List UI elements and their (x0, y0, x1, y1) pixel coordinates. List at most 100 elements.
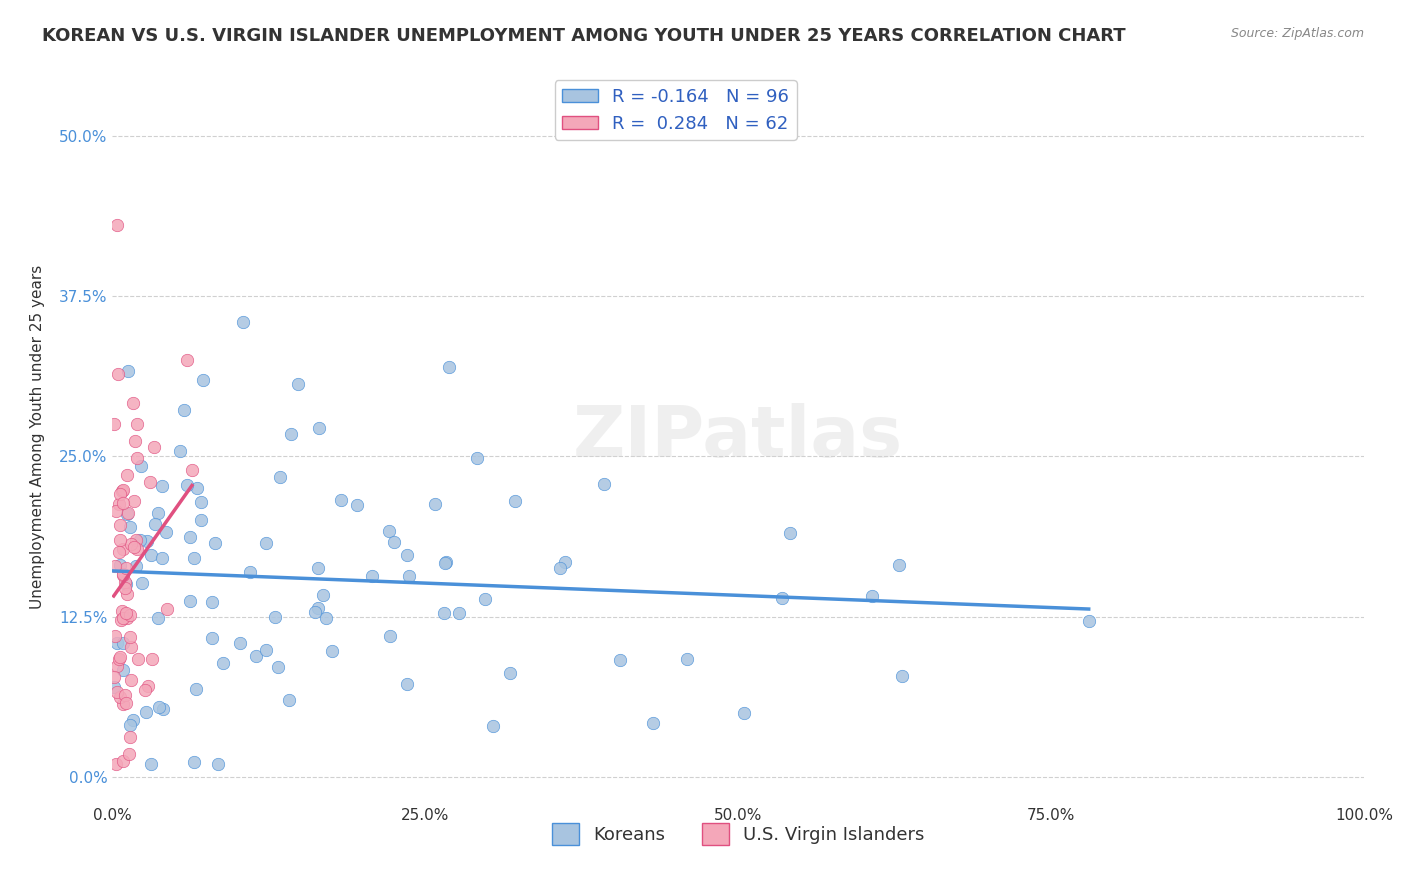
Text: Source: ZipAtlas.com: Source: ZipAtlas.com (1230, 27, 1364, 40)
Point (190, 495, 212, 509)
Point (118, 718, 141, 732)
Point (239, 565, 262, 579)
Point (155, 525, 177, 540)
Point (179, 593, 201, 607)
Point (107, 368, 129, 382)
Point (112, 568, 135, 582)
Point (117, 468, 139, 483)
Point (120, 731, 142, 745)
Point (139, 548, 162, 562)
Point (125, 451, 148, 466)
Point (554, 555, 576, 569)
Point (176, 477, 198, 491)
Point (122, 396, 145, 410)
Point (104, 629, 127, 643)
Point (135, 533, 157, 548)
Point (122, 713, 145, 727)
Point (108, 652, 131, 666)
Point (104, 559, 127, 574)
Point (269, 469, 291, 483)
Point (396, 676, 419, 690)
Point (307, 560, 329, 574)
Point (150, 551, 173, 566)
Point (245, 648, 267, 663)
Point (103, 417, 125, 432)
Point (118, 607, 141, 622)
Point (201, 631, 224, 645)
Text: KOREAN VS U.S. VIRGIN ISLANDER UNEMPLOYMENT AMONG YOUTH UNDER 25 YEARS CORRELATI: KOREAN VS U.S. VIRGIN ISLANDER UNEMPLOYM… (42, 27, 1126, 45)
Point (135, 705, 157, 719)
Point (117, 364, 139, 378)
Point (593, 476, 616, 491)
Point (125, 417, 148, 431)
Point (143, 516, 166, 531)
Point (315, 611, 337, 625)
Point (124, 558, 146, 573)
Point (433, 606, 456, 620)
Point (423, 497, 446, 511)
Point (467, 451, 489, 466)
Point (434, 555, 457, 569)
Point (179, 531, 201, 545)
Point (118, 520, 141, 534)
Point (148, 699, 170, 714)
Point (105, 636, 128, 650)
Point (280, 426, 302, 441)
Point (304, 605, 326, 619)
Point (176, 353, 198, 368)
Point (108, 533, 131, 547)
Point (183, 550, 205, 565)
Point (110, 613, 132, 627)
Point (482, 719, 505, 733)
Point (173, 403, 195, 417)
Point (111, 663, 134, 677)
Point (378, 629, 401, 643)
Point (889, 558, 911, 573)
Point (169, 443, 191, 458)
Point (114, 575, 136, 590)
Point (229, 635, 252, 649)
Point (114, 696, 136, 710)
Point (111, 611, 134, 625)
Point (190, 513, 212, 527)
Point (120, 673, 142, 687)
Point (131, 576, 153, 591)
Point (110, 690, 132, 704)
Point (105, 504, 128, 518)
Point (108, 518, 131, 533)
Point (103, 680, 125, 694)
Point (499, 665, 522, 680)
Point (207, 757, 229, 772)
Point (139, 475, 162, 489)
Point (107, 219, 129, 233)
Point (115, 577, 138, 591)
Point (186, 481, 208, 495)
Point (474, 591, 496, 606)
Point (277, 693, 299, 707)
Point (118, 747, 141, 761)
Point (267, 659, 290, 673)
Point (122, 540, 145, 554)
Point (136, 679, 159, 693)
Point (183, 755, 205, 769)
Point (312, 588, 335, 602)
Point (120, 536, 142, 550)
Point (143, 441, 166, 455)
Point (117, 508, 139, 522)
Point (287, 377, 309, 392)
Point (308, 421, 330, 435)
Point (346, 498, 368, 512)
Point (125, 533, 148, 547)
Point (779, 525, 801, 540)
Point (1077, 615, 1099, 629)
Point (105, 685, 128, 699)
Point (108, 545, 131, 559)
Point (129, 533, 152, 547)
Point (115, 606, 138, 620)
Point (115, 587, 138, 601)
Point (398, 569, 420, 583)
Point (115, 561, 138, 575)
Point (103, 670, 125, 684)
Point (156, 602, 179, 616)
Point (105, 658, 128, 673)
